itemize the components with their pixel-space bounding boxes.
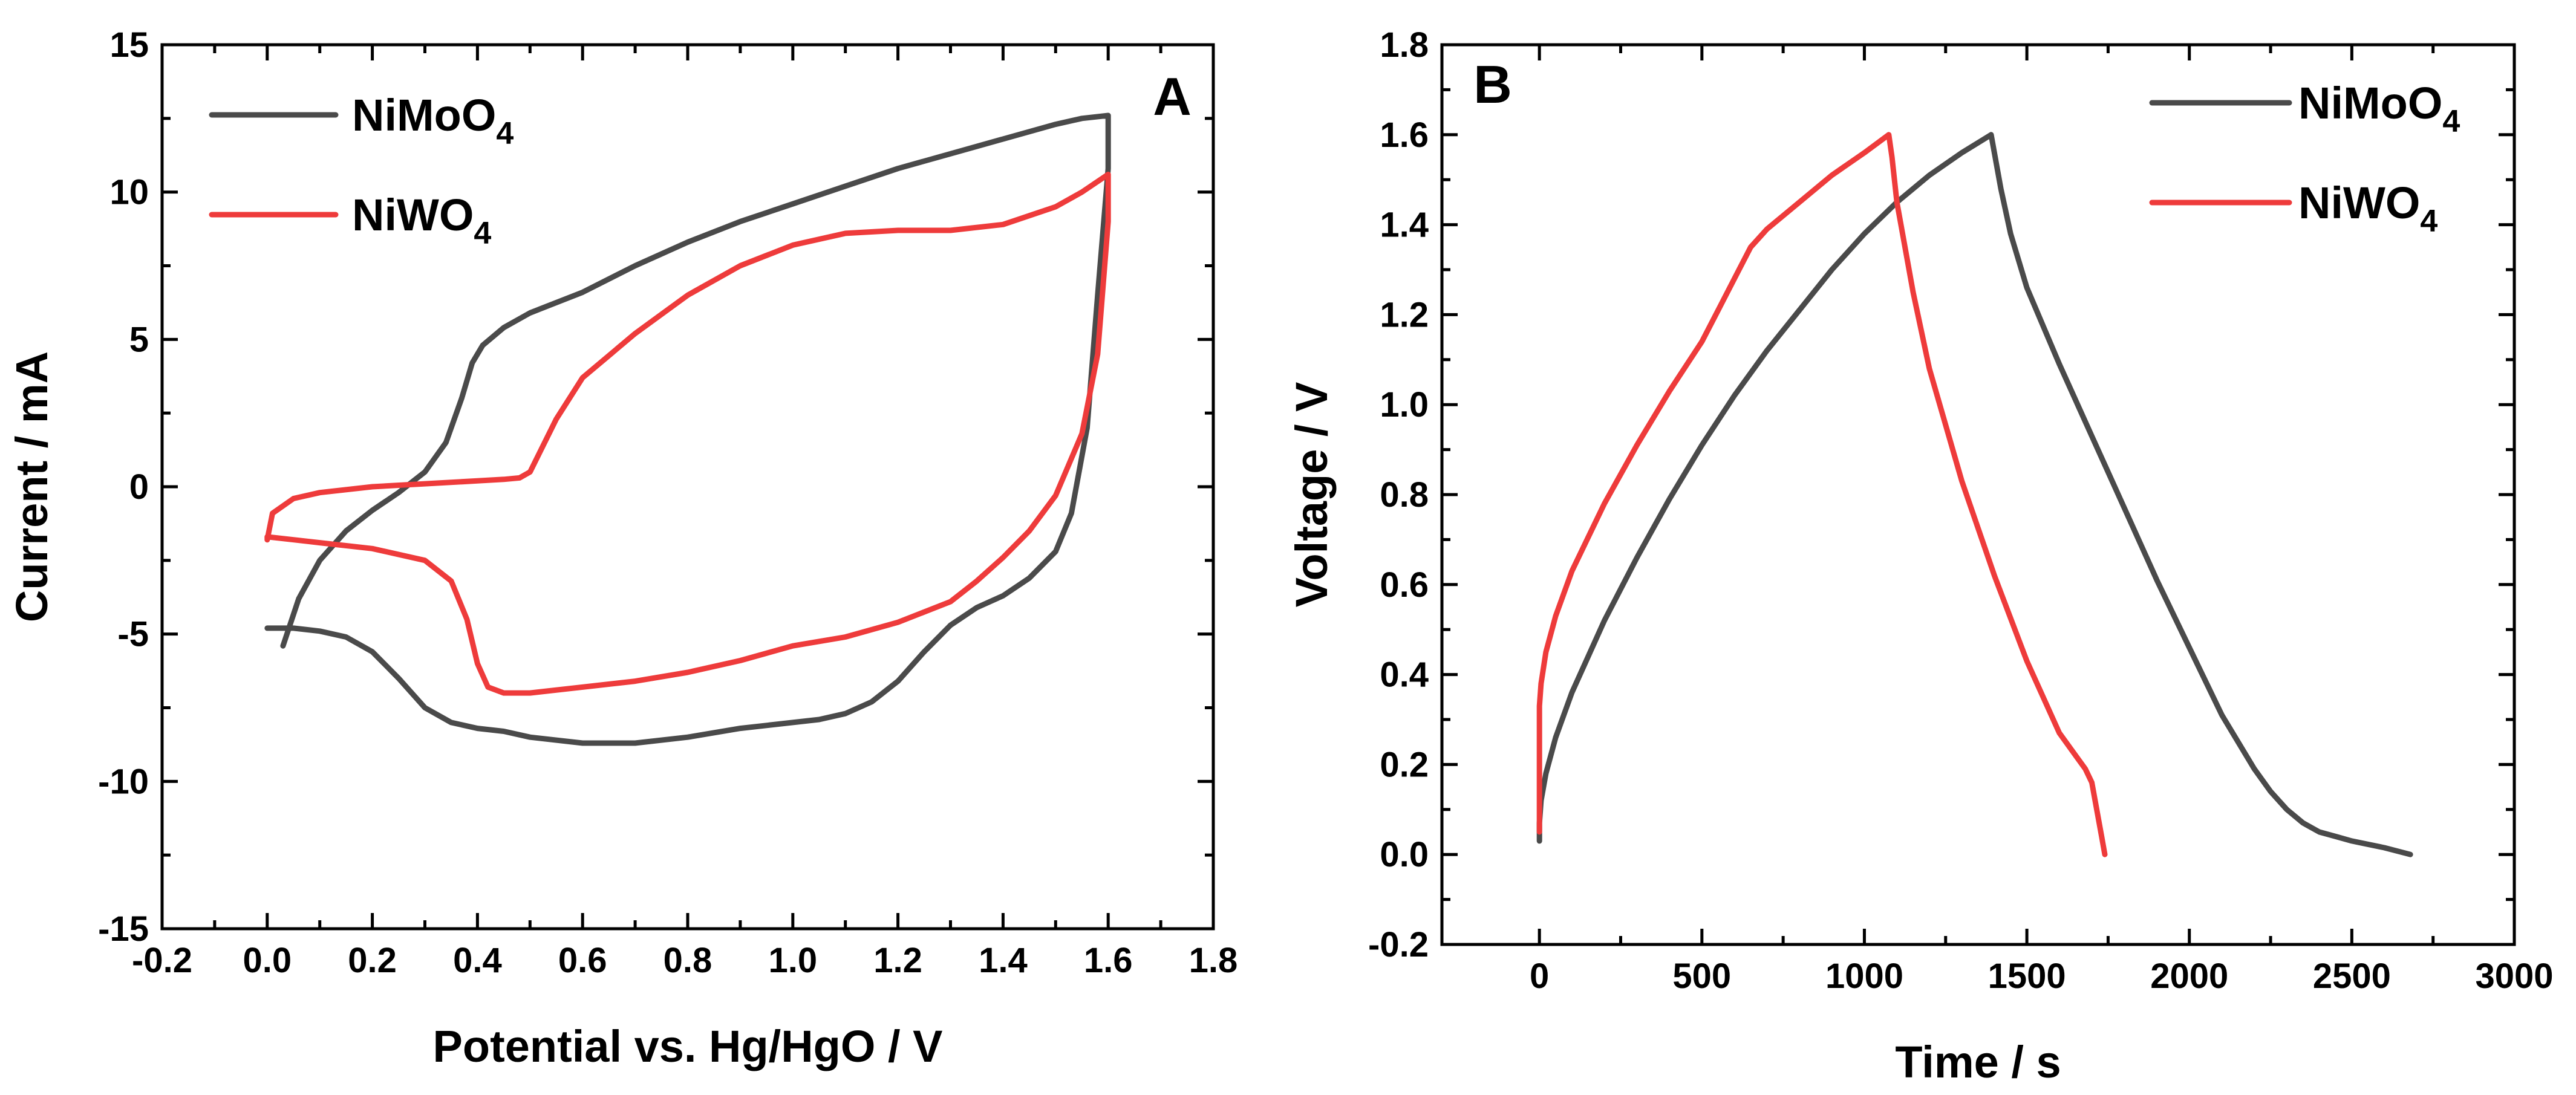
panel-label-b: B xyxy=(1473,54,1512,114)
x-tick-label: 1000 xyxy=(1825,957,1903,996)
series-line-nimoo4-b xyxy=(1536,132,2413,857)
y-tick-label: 10 xyxy=(109,173,149,212)
minor-ticks-b xyxy=(1442,45,2514,944)
x-tick-label: 1.4 xyxy=(979,941,1028,980)
chart-panel-a: -0.2 0.0 0.2 0.4 0.6 0.8 1.0 1.2 1.4 1.6 1.8 -15 -10… xyxy=(7,25,1237,1071)
y-tick-label: 1.8 xyxy=(1380,25,1429,65)
y-tick-label: 0.0 xyxy=(1380,835,1429,874)
x-tick-label: 1.2 xyxy=(873,941,922,980)
y-tick-label: 0.4 xyxy=(1380,655,1429,695)
x-tick-label: 2000 xyxy=(2150,957,2228,996)
y-tick-label: 0.6 xyxy=(1380,565,1429,605)
y-tick-label: 5 xyxy=(129,320,149,359)
legend-label-nimoo4: NiMoO4 xyxy=(2298,78,2460,139)
y-tick-label: 0 xyxy=(129,467,149,507)
x-tick-label: 2500 xyxy=(2313,957,2391,996)
y-tick-label: -5 xyxy=(117,615,149,654)
chart-panel-b: 0 500 1000 1500 2000 2500 3000 -0.2 0.0 0.2 0.4 0.6… xyxy=(1286,25,2554,1087)
legend-b: NiMoO4 NiWO4 xyxy=(2149,78,2460,239)
y-tick-label: 1.2 xyxy=(1380,295,1429,334)
x-tick-label: 500 xyxy=(1672,957,1731,996)
y-tick-label: -0.2 xyxy=(1368,925,1429,964)
minor-ticks-a xyxy=(162,45,1213,929)
y-tick-label: -10 xyxy=(98,762,149,801)
x-tick-label: 0.0 xyxy=(243,941,292,980)
x-tick-label: 0 xyxy=(1530,957,1549,996)
x-tick-label: 1.0 xyxy=(768,941,817,980)
x-tick-label: 0.6 xyxy=(558,941,607,980)
y-tick-label: 1.6 xyxy=(1380,115,1429,155)
series-line-niwo4-a xyxy=(264,171,1111,696)
x-tick-label: -0.2 xyxy=(132,941,192,980)
series-line-nimoo4-a xyxy=(264,112,1111,746)
x-axis-title: Time / s xyxy=(1895,1037,2061,1087)
x-tick-label: 0.8 xyxy=(664,941,712,980)
y-tick-label: 0.8 xyxy=(1380,475,1429,515)
y-tick-label: -15 xyxy=(98,909,149,949)
x-axis-title: Potential vs. Hg/HgO / V xyxy=(433,1021,943,1071)
y-tick-label: 1.4 xyxy=(1380,206,1429,245)
x-tick-label: 1.6 xyxy=(1084,941,1133,980)
y-axis-title: Current / mA xyxy=(7,351,57,622)
legend-a: NiMoO4 NiWO4 xyxy=(209,90,514,251)
x-tick-label: 3000 xyxy=(2475,957,2553,996)
y-tick-label: 15 xyxy=(109,25,149,65)
y-tick-label: 0.2 xyxy=(1380,745,1429,784)
legend-label-niwo4: NiWO4 xyxy=(2298,178,2437,239)
legend-label-niwo4: NiWO4 xyxy=(352,190,491,251)
series-line-niwo4-b xyxy=(1536,132,2108,857)
y-axis-title: Voltage / V xyxy=(1286,382,1337,608)
x-tick-label: 0.2 xyxy=(348,941,397,980)
x-tick-label: 1.8 xyxy=(1189,941,1238,980)
panel-label-a: A xyxy=(1153,67,1192,126)
x-tick-label: 0.4 xyxy=(453,941,502,980)
y-tick-label: 1.0 xyxy=(1380,385,1429,424)
legend-label-nimoo4: NiMoO4 xyxy=(352,90,514,151)
x-tick-label: 1500 xyxy=(1988,957,2066,996)
